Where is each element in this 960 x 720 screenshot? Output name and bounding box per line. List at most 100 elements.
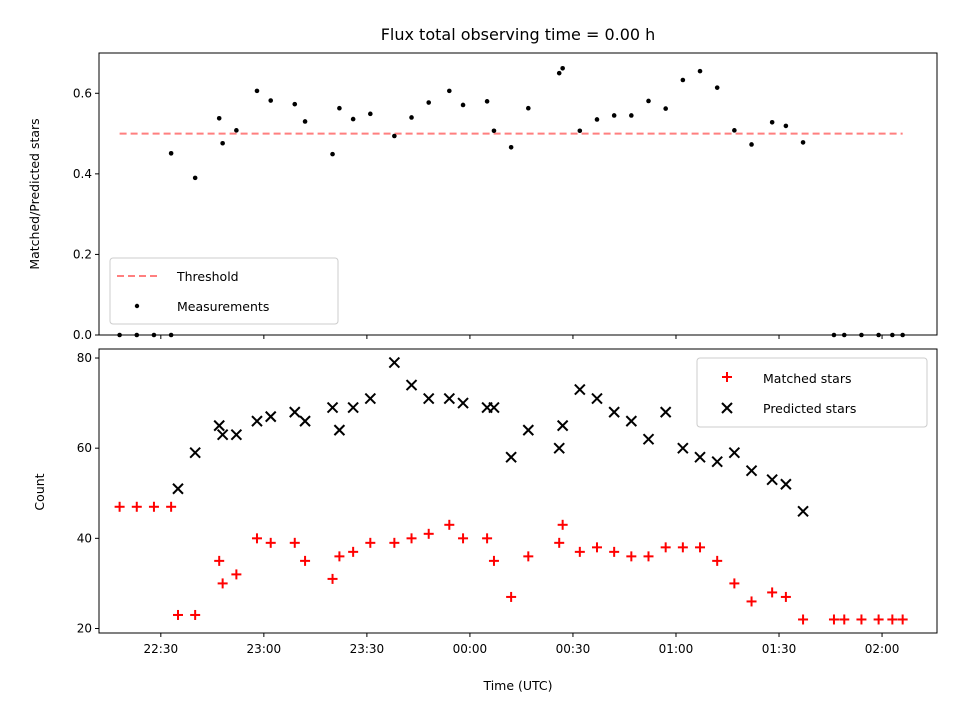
x-tick-label: 00:00 (453, 642, 488, 656)
predicted-star-point (625, 415, 638, 427)
measurement-point (783, 123, 789, 129)
measurement-point (192, 175, 198, 181)
measurement-point (560, 66, 565, 71)
matched-star-point (423, 528, 434, 539)
matched-star-point (251, 533, 262, 544)
matched-star-point (712, 555, 723, 566)
matched-star-point (348, 546, 359, 557)
predicted-star-point (591, 392, 603, 405)
count-legend-box (696, 357, 928, 428)
count-plot-frame (98, 348, 938, 634)
matched-star-point (166, 501, 177, 512)
measurement-point (302, 119, 308, 124)
y-tick-label: 0.4 (73, 167, 92, 181)
matched-star-point (458, 533, 469, 544)
matched-star-point (828, 614, 839, 625)
matched-star-point (289, 537, 300, 548)
measurement-point (663, 106, 668, 111)
ratio-legend: Threshold Measurements (109, 257, 339, 325)
measurement-point (491, 128, 497, 134)
ratio-plot-frame (98, 52, 938, 336)
matched-star-point (365, 537, 376, 548)
predicted-star-point (608, 406, 620, 418)
x-tick-label: 22:30 (144, 642, 179, 656)
x-tick-label: 23:30 (350, 642, 385, 656)
matched-star-point (677, 542, 688, 553)
measurement-point (447, 88, 452, 94)
legend-predicted-swatch (721, 402, 733, 414)
matched-star-point (897, 614, 908, 625)
matched-star-point (839, 614, 850, 625)
x-ticks-count: 22:30 23:00 23:30 00:00 00:30 01:00 01:30 02:00 (144, 633, 899, 656)
matched-star-point (265, 537, 276, 548)
y-tick-label: 80 (77, 351, 92, 365)
matched-star-point (334, 551, 345, 562)
measurement-point (749, 142, 754, 147)
predicted-star-point (265, 410, 277, 423)
measurement-point (234, 128, 239, 133)
predicted-star-point (172, 483, 184, 495)
measurement-point (732, 128, 737, 133)
predicted-star-point (422, 392, 435, 405)
x-tick-label: 23:00 (247, 642, 282, 656)
count-legend: Matched stars Predicted stars (696, 357, 928, 428)
predicted-star-point (505, 451, 517, 463)
matched-star-point (780, 591, 791, 602)
measurement-point (800, 140, 806, 145)
matched-star-point (643, 551, 654, 562)
matched-star-point (574, 546, 585, 557)
matched-star-point (131, 501, 142, 512)
matched-star-point (856, 614, 867, 625)
matched-star-point (873, 614, 884, 625)
measurement-point (508, 144, 514, 150)
ratio-legend-box (109, 257, 339, 325)
measurement-point (350, 116, 356, 122)
legend-matched-swatch (722, 372, 732, 382)
count-panel: Count Time (UTC) 20 40 60 80 22:30 23:00 23:3… (32, 348, 938, 693)
predicted-star-point (347, 401, 359, 414)
measurement-point (409, 115, 414, 120)
matched-star-point (406, 533, 417, 544)
matched-star-point (506, 591, 517, 602)
x-tick-label: 00:30 (556, 642, 591, 656)
measurement-point (629, 113, 634, 118)
matched-star-point (591, 542, 602, 553)
y-axis-label-count: Count (32, 473, 47, 510)
ratio-panel: Flux total observing time = 0.00 h Match… (27, 25, 938, 342)
measurement-point (268, 98, 274, 103)
predicted-star-point (556, 419, 569, 432)
matched-star-point (729, 578, 740, 589)
predicted-star-point (443, 392, 456, 405)
y-tick-label: 0.2 (73, 247, 92, 261)
matched-star-point (626, 551, 637, 562)
x-axis-label: Time (UTC) (482, 678, 552, 693)
legend-measurements-swatch (134, 303, 140, 309)
matched-star-point (114, 501, 125, 512)
measurement-point (769, 119, 775, 125)
predicted-star-point (728, 446, 741, 459)
measurement-point (292, 101, 298, 107)
matched-star-point (695, 542, 706, 553)
matched-star-point (217, 578, 228, 589)
matched-star-point (300, 555, 311, 566)
measurement-point (220, 140, 225, 146)
measurement-point (611, 113, 617, 118)
predicted-star-point (326, 401, 339, 414)
measurement-point (392, 133, 397, 139)
legend-predicted-label: Predicted stars (763, 401, 856, 416)
measurement-point (680, 77, 686, 83)
matched-star-point (482, 533, 493, 544)
measurement-point (484, 99, 490, 104)
ratio-marks (117, 66, 905, 338)
y-tick-label: 60 (77, 441, 92, 455)
legend-measurements-label: Measurements (177, 299, 269, 314)
measurement-point (330, 151, 335, 157)
predicted-star-point (364, 392, 377, 405)
measurement-point (594, 117, 600, 122)
matched-star-point (660, 542, 671, 553)
matched-star-point (523, 551, 534, 562)
legend-threshold-label: Threshold (176, 269, 239, 284)
measurement-point (254, 88, 260, 94)
predicted-star-point (797, 505, 809, 517)
